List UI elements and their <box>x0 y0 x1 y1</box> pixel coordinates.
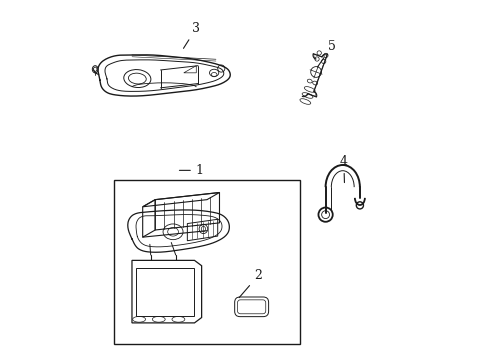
Bar <box>114 180 299 344</box>
Text: 5: 5 <box>317 40 335 67</box>
Text: 4: 4 <box>339 155 347 183</box>
Text: 2: 2 <box>239 269 262 298</box>
Text: 1: 1 <box>179 164 203 177</box>
Bar <box>136 268 194 316</box>
Text: 3: 3 <box>183 22 200 48</box>
